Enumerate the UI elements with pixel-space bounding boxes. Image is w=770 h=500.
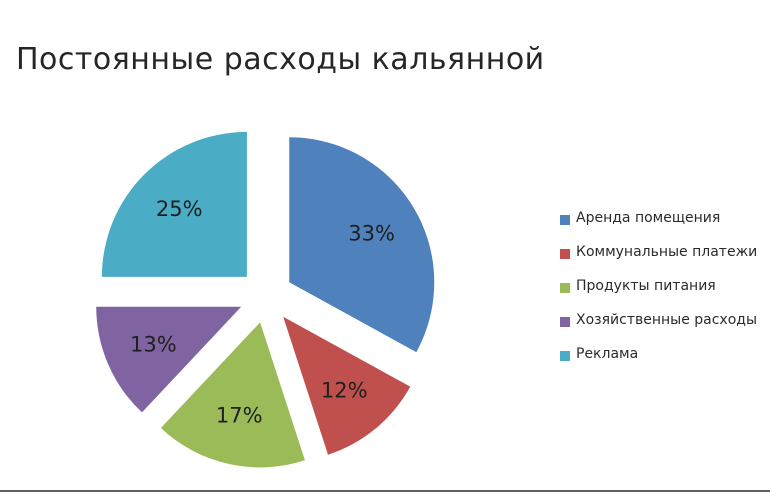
legend-swatch (560, 249, 570, 259)
data-label-food: 17% (216, 404, 263, 428)
data-label-advertising: 25% (156, 197, 203, 221)
legend-label: Коммунальные платежи (576, 244, 758, 260)
pie-slice-utilities (283, 316, 411, 455)
legend-label: Продукты питания (576, 278, 716, 294)
legend-swatch (560, 317, 570, 327)
pie-slice-household (96, 306, 242, 413)
bottom-divider (0, 490, 770, 492)
pie-slice-rent (289, 137, 435, 353)
pie-slices (96, 131, 435, 468)
legend-label: Хозяйственные расходы (576, 312, 758, 328)
chart-title: Постоянные расходы кальянной (16, 42, 545, 77)
legend-label: Аренда помещения (576, 210, 721, 226)
data-label-rent: 33% (348, 222, 395, 246)
legend-swatch (560, 283, 570, 293)
pie-slice-advertising (101, 131, 247, 277)
data-label-utilities: 12% (321, 379, 368, 403)
pie-slice-food (160, 322, 305, 468)
pie-data-labels: 33% 12% 17% 13% 25% (130, 197, 395, 428)
legend-swatch (560, 215, 570, 225)
data-label-household: 13% (130, 333, 177, 357)
legend-swatch (560, 351, 570, 361)
legend-label: Реклама (576, 346, 639, 362)
